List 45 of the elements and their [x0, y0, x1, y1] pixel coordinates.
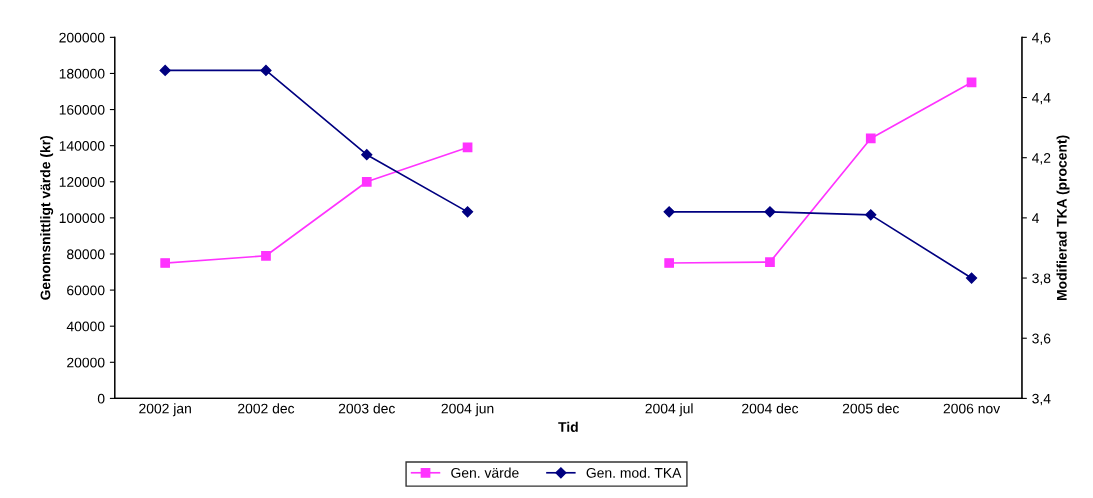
legend-label: Gen. värde — [451, 467, 519, 478]
y2-tick-label: 4,4 — [1032, 93, 1051, 105]
y2-tick-label: 4 — [1032, 213, 1039, 223]
y-tick-label: 100000 — [59, 213, 105, 224]
x-tick-label: 2004 jul — [645, 403, 693, 417]
point — [663, 206, 675, 218]
x-tick-label: 2004 jun — [441, 403, 494, 417]
y-tick-label: 40000 — [66, 321, 105, 332]
y-axis-title: Genomsnittligt värde (kr) — [40, 135, 54, 300]
point — [865, 133, 876, 144]
y-tick-label: 80000 — [67, 249, 105, 260]
x-tick-label: 2003 dec — [338, 403, 395, 414]
x-tick-label: 2005 dec — [842, 403, 899, 414]
y2-tick-label: 4,6 — [1032, 32, 1051, 45]
x-tick-label: 2004 dec — [742, 403, 799, 414]
y-tick-label: 160000 — [59, 104, 105, 115]
point — [965, 272, 978, 284]
y-tick-label: 120000 — [59, 177, 105, 187]
y-tick-label: 20000 — [67, 357, 105, 368]
point — [865, 209, 877, 221]
y2-tick-label: 4,2 — [1032, 153, 1051, 165]
x-tick-label: 2006 nov — [943, 403, 1001, 414]
y-tick-label: 60000 — [67, 285, 105, 296]
point — [261, 250, 271, 261]
y-tick-label: 0 — [97, 393, 105, 404]
point — [764, 206, 776, 218]
point — [664, 258, 675, 268]
point — [260, 64, 272, 77]
x-tick-label: 2002 jan — [139, 403, 191, 417]
point — [159, 64, 171, 77]
point — [160, 258, 171, 268]
point — [461, 206, 474, 218]
y-tick-label: 140000 — [59, 141, 105, 151]
point — [361, 176, 372, 187]
x-axis-title: Tid — [558, 421, 578, 432]
legend-label: Gen. mod. TKA — [586, 467, 682, 478]
y-tick-label: 180000 — [59, 68, 105, 79]
point — [765, 257, 775, 267]
y-tick-label: 200000 — [59, 32, 105, 43]
y2-tick-label: 3,6 — [1032, 333, 1051, 346]
x-tick-label: 2002 dec — [238, 403, 295, 414]
y2-axis-title: Modifierad TKA (procent) — [1056, 135, 1070, 301]
y2-tick-label: 3,8 — [1032, 273, 1051, 285]
y2-tick-label: 3,4 — [1032, 393, 1051, 406]
point — [361, 149, 373, 161]
